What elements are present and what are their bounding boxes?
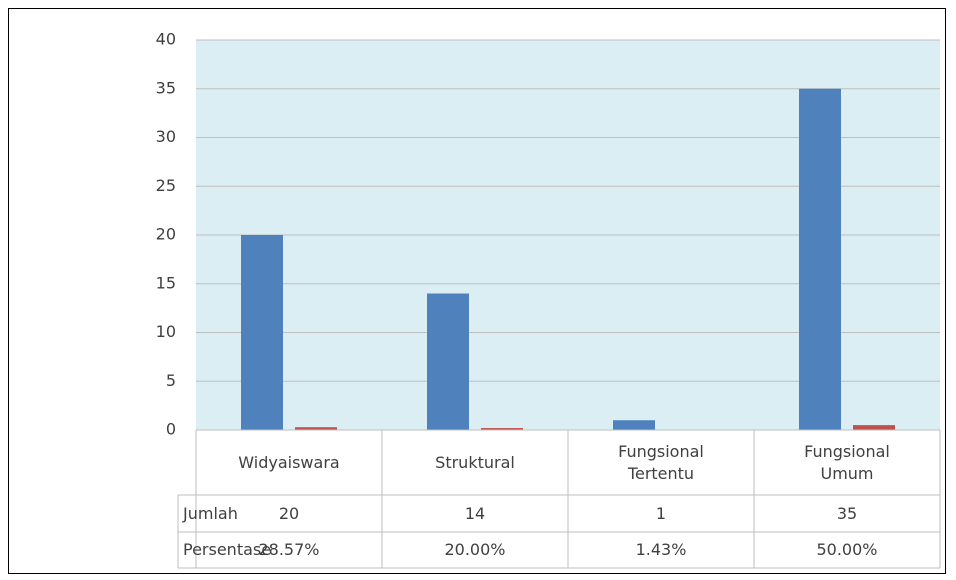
category-label: Fungsional Tertentu xyxy=(568,430,754,495)
value-label: 1 xyxy=(655,503,667,523)
y-tick-label: 0 xyxy=(166,420,176,439)
value-label: 1.43% xyxy=(635,540,687,559)
value-label: 50.00% xyxy=(816,540,878,559)
y-tick-label: 35 xyxy=(156,78,176,97)
value-label: 20 xyxy=(278,503,300,523)
category-text: Fungsional Tertentu xyxy=(618,441,704,483)
legend-label: Jumlah xyxy=(183,503,238,523)
category-label: Struktural xyxy=(382,430,568,495)
y-tick-label: 5 xyxy=(166,371,176,390)
bar xyxy=(427,293,469,430)
category-text: Widyaiswara xyxy=(238,452,340,472)
bar xyxy=(799,88,841,430)
table-value: 14 xyxy=(382,495,568,532)
category-label: Fungsional Umum xyxy=(754,430,940,495)
y-tick-label: 40 xyxy=(156,30,176,49)
value-label: 20.00% xyxy=(444,540,506,559)
table-value: 35 xyxy=(754,495,940,532)
y-tick-label: 10 xyxy=(156,322,176,341)
category-text: Fungsional Umum xyxy=(804,441,890,483)
value-label: 14 xyxy=(464,503,486,523)
y-tick-label: 30 xyxy=(156,127,176,146)
table-value: 20.00% xyxy=(382,532,568,568)
table-value: 20 xyxy=(196,495,382,532)
value-label: 28.57% xyxy=(258,540,320,559)
legend-entry: Persentase xyxy=(178,532,271,568)
bar xyxy=(241,235,283,430)
chart-border xyxy=(8,8,946,574)
table-value: 1 xyxy=(568,495,754,532)
category-text: Struktural xyxy=(435,452,515,472)
table-value: 50.00% xyxy=(754,532,940,568)
bar xyxy=(295,427,337,430)
table-value: 28.57% xyxy=(196,532,382,568)
bar xyxy=(853,425,895,430)
value-label: 35 xyxy=(836,503,858,523)
table-value: 1.43% xyxy=(568,532,754,568)
bar xyxy=(613,420,655,430)
y-tick-label: 15 xyxy=(156,273,176,292)
legend-label: Persentase xyxy=(183,540,272,559)
y-tick-label: 20 xyxy=(156,225,176,244)
y-tick-label: 25 xyxy=(156,176,176,195)
category-label: Widyaiswara xyxy=(196,430,382,495)
bar xyxy=(481,428,523,430)
legend-entry: Jumlah xyxy=(178,495,238,532)
